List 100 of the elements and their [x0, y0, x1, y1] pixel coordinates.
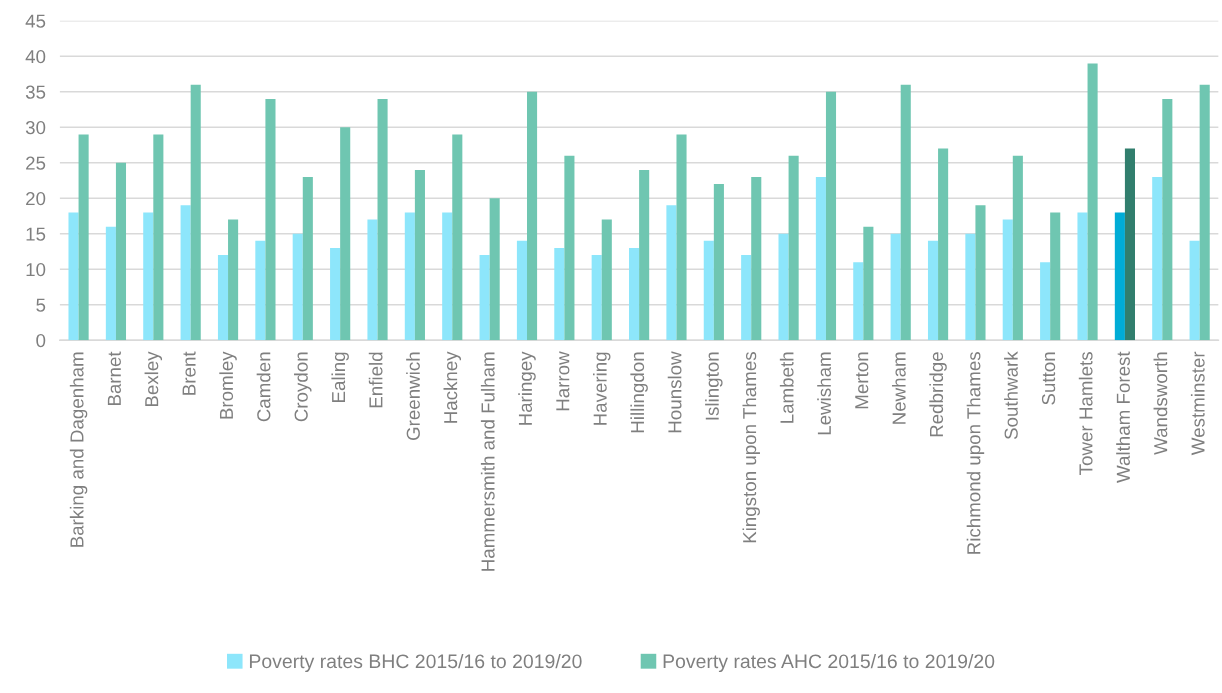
bar [527, 91, 538, 341]
x-tick-label: Lambeth [779, 352, 794, 423]
bar [367, 219, 378, 341]
bar [1114, 212, 1125, 341]
bar [265, 98, 276, 341]
bar [489, 198, 500, 341]
bar [629, 247, 640, 341]
bar [741, 255, 752, 341]
x-tick-label: Wandsworth [1153, 352, 1168, 455]
bar [516, 240, 527, 341]
bar [713, 184, 724, 341]
x-tick-label: Waltham Forest [1116, 351, 1130, 483]
y-tick-label: 5 [36, 298, 46, 312]
y-tick-label: 25 [26, 156, 46, 170]
bar [1077, 212, 1088, 341]
bar [78, 134, 89, 341]
bar [115, 162, 127, 341]
bar [703, 240, 714, 341]
x-tick-label: Hackney [443, 351, 461, 423]
bar [105, 226, 116, 341]
x-tick-label: Kingston upon Thames [742, 352, 760, 543]
x-tick-label: Merton [855, 352, 869, 409]
x-tick-label: Islington [705, 352, 723, 420]
x-tick-label: Havering [593, 352, 611, 425]
y-tick-label: 20 [26, 191, 46, 206]
bar [666, 205, 677, 341]
y-tick-label: 30 [25, 120, 46, 135]
bar [1189, 240, 1200, 341]
x-tick-label: Haringey [518, 351, 536, 425]
x-tick-label: Redbridge [929, 352, 947, 437]
bar [825, 91, 837, 341]
bar [890, 233, 901, 341]
y-tick-label: 40 [25, 49, 46, 64]
bar [927, 240, 939, 341]
x-tick-label: Harrow [556, 351, 570, 411]
bar [815, 176, 826, 341]
y-tick-label: 0 [36, 333, 46, 348]
bar [601, 219, 612, 341]
x-tick-label: Newham [891, 352, 906, 424]
y-tick-label: 15 [26, 227, 46, 241]
bar [639, 169, 650, 341]
bar [1050, 212, 1061, 341]
x-tick-label: Bromley [219, 351, 237, 419]
x-tick-label: Hammersmith and Fulham [480, 352, 495, 571]
bar [153, 134, 164, 341]
bar [255, 240, 266, 341]
bar [143, 212, 154, 341]
y-tick-label: 45 [25, 14, 46, 28]
x-tick-label: Lewisham [817, 352, 831, 435]
bar [965, 233, 976, 341]
bar [1002, 219, 1013, 341]
y-tick-label: 35 [25, 85, 46, 99]
bar [853, 262, 864, 341]
bar [778, 233, 789, 341]
bar [1152, 176, 1163, 341]
bar [228, 219, 239, 341]
bar [377, 98, 388, 341]
x-tick-label: Sutton [1041, 352, 1056, 405]
bar [217, 255, 229, 341]
y-tick-label: 10 [26, 262, 46, 277]
bar [1040, 262, 1051, 341]
bar [479, 255, 490, 341]
bar [564, 155, 575, 341]
x-tick-label: Croydon [294, 352, 312, 422]
x-tick-label: Hounslow [667, 351, 682, 433]
bar [452, 134, 463, 341]
x-tick-label: Tower Hamlets [1078, 352, 1093, 475]
bar [1199, 84, 1210, 341]
bar [302, 176, 313, 341]
x-tick-label: Enfield [368, 352, 383, 408]
bar [591, 255, 602, 341]
bar [788, 155, 799, 341]
bar [1162, 98, 1173, 341]
x-tick-label: Camden [256, 352, 271, 422]
x-tick-label: Barnet [107, 351, 121, 406]
bar [751, 176, 762, 341]
bar [676, 134, 687, 341]
x-tick-label: Brent [182, 351, 196, 395]
bar [1087, 63, 1098, 341]
bar [68, 212, 79, 341]
bar [1124, 148, 1135, 341]
bar [554, 247, 565, 341]
bar [404, 212, 415, 341]
x-tick-label: Barking and Dagenham [69, 352, 88, 547]
bar [442, 212, 453, 341]
legend-label: Poverty rates BHC 2015/16 to 2019/20 [249, 653, 582, 673]
x-tick-label: Westminster [1190, 351, 1205, 456]
x-tick-label: Ealing [331, 352, 349, 402]
bar [414, 169, 425, 341]
bar [975, 205, 986, 341]
x-tick-label: Richmond upon Thames [966, 352, 985, 554]
legend-label: Poverty rates AHC 2015/16 to 2019/20 [663, 653, 995, 673]
bar [330, 247, 341, 341]
bar [340, 127, 351, 341]
bar [190, 84, 201, 341]
bar [938, 148, 949, 341]
bar [1012, 155, 1023, 341]
bar [900, 84, 911, 341]
x-tick-label: Greenwich [406, 352, 420, 441]
bar [863, 226, 874, 341]
